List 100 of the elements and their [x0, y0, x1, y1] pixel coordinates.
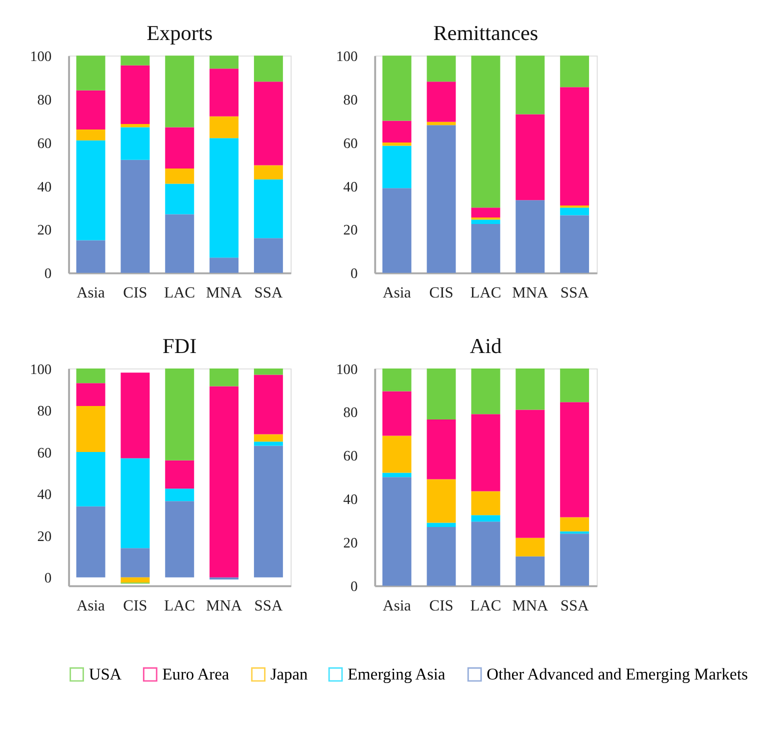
bar [165, 368, 194, 460]
chart-title: Aid [470, 334, 502, 358]
x-tick-label: CIS [123, 597, 148, 614]
y-tick-label: 100 [336, 362, 358, 378]
bar [120, 127, 150, 160]
bar [76, 240, 106, 273]
x-tick-label: LAC [470, 284, 502, 302]
x-tick-label: SSA [560, 284, 590, 302]
legend-label: Other Advanced and Emerging Markets [486, 664, 748, 684]
legend-label: USA [88, 664, 122, 684]
x-tick-label: CIS [123, 284, 148, 302]
legend-label: Japan [270, 664, 308, 684]
x-tick-label: MNA [512, 597, 549, 614]
bar [382, 56, 412, 121]
bar [165, 501, 194, 578]
bar [254, 82, 283, 166]
bar [254, 56, 283, 82]
bar [560, 215, 590, 273]
bar [210, 368, 239, 386]
bar [76, 129, 106, 140]
bar [120, 160, 150, 273]
bar [76, 452, 106, 506]
bar [426, 122, 456, 126]
y-tick-label: 80 [343, 405, 358, 422]
bar [426, 368, 456, 420]
bar [165, 127, 194, 169]
bar [254, 446, 283, 578]
x-tick-label: Asia [382, 284, 412, 302]
y-tick-label: 80 [343, 92, 358, 108]
bar [560, 517, 590, 532]
y-tick-label: 60 [37, 136, 52, 152]
bar [426, 82, 456, 122]
y-tick-label: 40 [343, 492, 358, 508]
x-tick-label: CIS [429, 284, 454, 302]
bar [471, 368, 500, 414]
y-tick-label: 20 [37, 222, 52, 239]
bar [76, 368, 106, 384]
x-tick-label: Asia [382, 597, 412, 614]
bar [516, 368, 545, 410]
bar [120, 65, 150, 124]
x-tick-label: LAC [470, 597, 502, 614]
y-tick-label: 80 [37, 92, 52, 108]
x-tick-label: SSA [560, 597, 590, 614]
bar [76, 406, 106, 452]
bar [382, 142, 412, 146]
bar [471, 217, 500, 220]
legend-label: Emerging Asia [348, 664, 446, 684]
bar [165, 56, 194, 128]
bar [165, 168, 194, 184]
bar [382, 368, 412, 392]
chart-title: Exports [146, 21, 213, 46]
chart-title: FDI [162, 334, 197, 358]
y-tick-label: 40 [37, 179, 52, 196]
bar [210, 68, 239, 116]
bar [165, 214, 194, 273]
x-tick-label: MNA [206, 597, 243, 614]
chart-title: Remittances [433, 21, 538, 46]
bar [382, 120, 412, 142]
bar [426, 125, 456, 273]
y-tick-label: 60 [343, 136, 358, 152]
bar [516, 538, 545, 556]
bar [254, 165, 283, 180]
y-tick-label: 40 [343, 179, 358, 196]
bar [76, 56, 106, 90]
y-tick-label: 40 [37, 487, 52, 504]
bar [382, 472, 412, 478]
bar [471, 56, 500, 208]
bar [516, 114, 545, 200]
bar [254, 238, 283, 273]
bar [471, 220, 500, 224]
x-tick-label: LAC [164, 597, 196, 614]
bar [560, 534, 590, 586]
bar [382, 477, 412, 586]
bar [516, 200, 545, 273]
bar [120, 124, 150, 128]
y-tick-label: 20 [343, 222, 358, 239]
bar [382, 146, 412, 188]
bar [471, 515, 500, 522]
bar [76, 90, 106, 130]
bar [120, 458, 150, 548]
x-tick-label: LAC [164, 284, 196, 302]
bar [426, 420, 456, 480]
bar [560, 56, 590, 88]
bar [560, 87, 590, 206]
legend-label: Euro Area [162, 664, 230, 684]
bar [254, 442, 283, 446]
bar [76, 506, 106, 578]
bar [516, 410, 545, 538]
bar [382, 436, 412, 473]
bar [471, 208, 500, 218]
bar [165, 184, 194, 214]
bar [471, 414, 500, 492]
y-tick-label: 100 [30, 362, 52, 378]
y-tick-label: 0 [44, 266, 52, 282]
y-tick-label: 100 [336, 48, 358, 65]
bar [426, 479, 456, 523]
bar [120, 548, 150, 578]
x-tick-label: SSA [254, 597, 284, 614]
bar [560, 531, 590, 534]
bar [471, 491, 500, 516]
